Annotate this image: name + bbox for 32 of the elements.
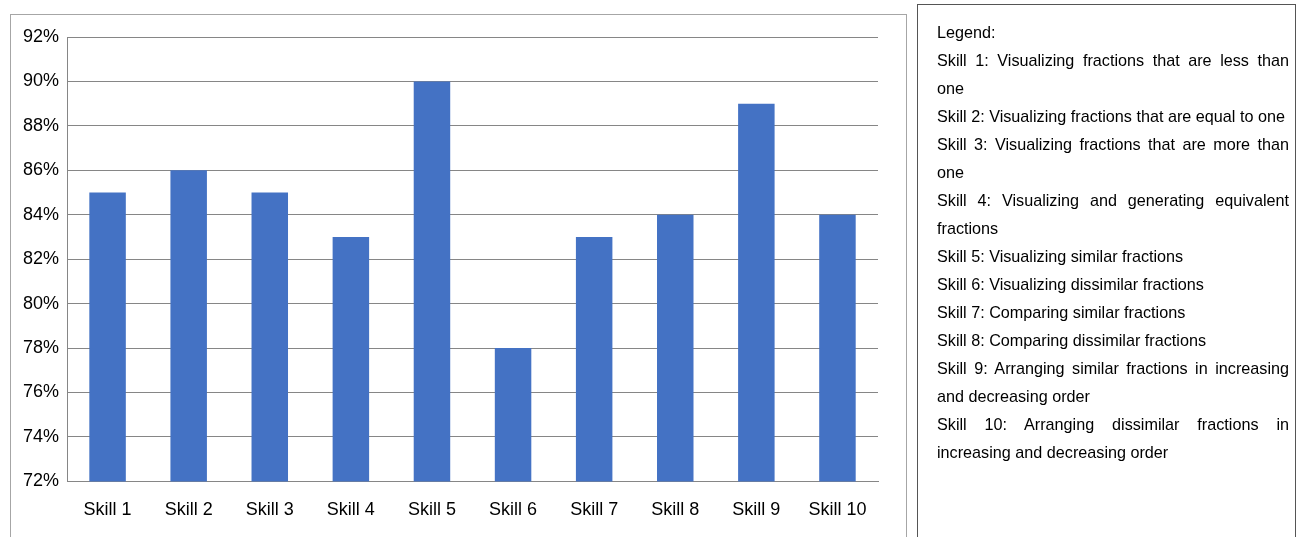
y-tick-label: 76% (23, 381, 60, 402)
text: Skill 3: Visualizing fractions that are more than one (937, 134, 1289, 183)
text: Skill 9: Arranging similar fractions in increasing and decreasing order (937, 358, 1289, 407)
text: Skill 8: Comparing dissimilar fractions (937, 330, 1207, 351)
x-tick-label: Skill 9 (732, 499, 781, 520)
text: Skill 2: Visualizing fractions that are equal to one (937, 106, 1286, 127)
y-tick-label: 82% (23, 248, 60, 269)
y-tick-label: 72% (23, 470, 60, 491)
x-tick-label: Skill 8 (651, 499, 700, 520)
text: Skill 5: Visualizing similar fractions (937, 246, 1185, 267)
text: Skill 10: Arranging dissimilar fractions in increasing and decreasing order (937, 414, 1289, 463)
y-tick-label: 78% (23, 337, 60, 358)
y-tick-label: 88% (23, 114, 60, 135)
x-tick-label: Skill 2 (164, 499, 213, 520)
y-tick-label: 90% (23, 70, 60, 91)
x-tick-label: Skill 4 (326, 499, 375, 520)
y-tick-label: 84% (23, 203, 60, 224)
y-tick-label: 92% (23, 25, 60, 46)
text: Legend: (937, 22, 997, 43)
y-tick-label: 74% (23, 425, 60, 446)
y-tick-label: 80% (23, 292, 60, 313)
x-tick-label: Skill 5 (407, 499, 456, 520)
text: Skill 7: Comparing similar fractions (937, 302, 1187, 323)
text: Skill 6: Visualizing dissimilar fractions (937, 274, 1205, 295)
x-tick-label: Skill 7 (570, 499, 619, 520)
x-tick-label: Skill 1 (83, 499, 132, 520)
x-tick-label: Skill 6 (489, 499, 538, 520)
x-tick-label: Skill 10 (808, 499, 867, 520)
y-tick-label: 86% (23, 159, 60, 180)
text: Skill 1: Visualizing fractions that are less than one (937, 50, 1289, 99)
text: Skill 4: Visualizing and generating equivalent fractions (937, 190, 1289, 239)
x-tick-label: Skill 3 (245, 499, 294, 520)
